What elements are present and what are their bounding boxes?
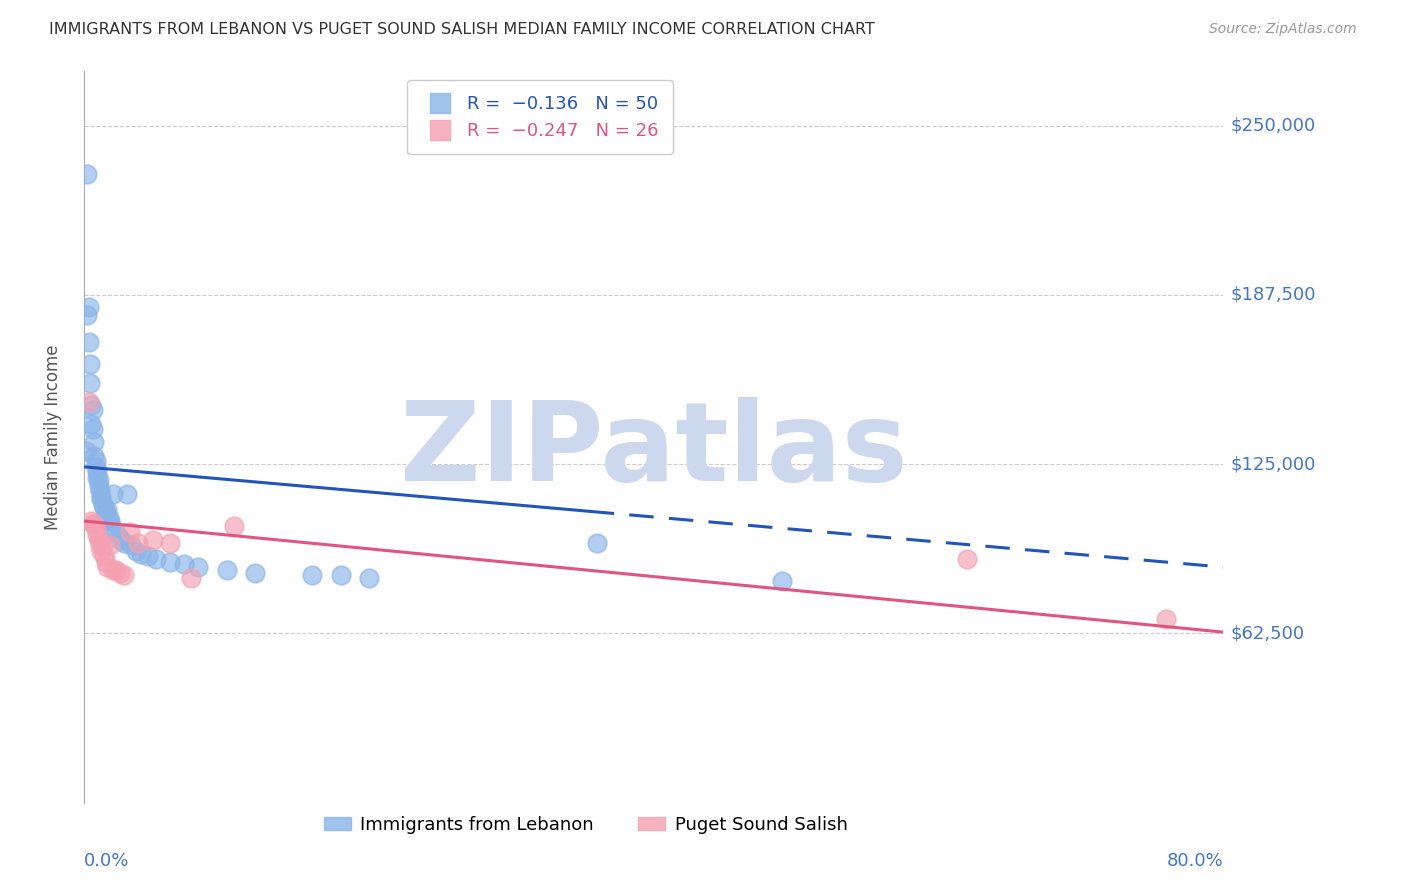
Point bbox=[86, 527, 108, 541]
Point bbox=[87, 474, 110, 488]
Point bbox=[77, 335, 100, 350]
Point bbox=[90, 490, 112, 504]
Text: 80.0%: 80.0% bbox=[1167, 852, 1223, 870]
Point bbox=[145, 552, 167, 566]
Point bbox=[79, 357, 101, 371]
Point bbox=[131, 547, 153, 561]
Point bbox=[108, 566, 131, 580]
Point bbox=[87, 533, 110, 547]
Point bbox=[115, 487, 138, 501]
Point bbox=[159, 555, 181, 569]
Point bbox=[159, 535, 181, 549]
Point bbox=[222, 519, 245, 533]
Point bbox=[112, 535, 135, 549]
Point bbox=[80, 398, 103, 412]
Point bbox=[76, 167, 98, 181]
Point bbox=[586, 535, 609, 549]
Point bbox=[118, 524, 141, 539]
Text: $62,500: $62,500 bbox=[1230, 624, 1305, 642]
Point bbox=[215, 563, 238, 577]
Point bbox=[93, 500, 115, 515]
Point bbox=[80, 514, 103, 528]
Point bbox=[96, 560, 118, 574]
Point bbox=[180, 571, 202, 585]
Point bbox=[79, 376, 101, 390]
Point bbox=[91, 498, 114, 512]
Point bbox=[83, 516, 105, 531]
Point bbox=[104, 563, 127, 577]
Point bbox=[82, 403, 104, 417]
Point bbox=[124, 544, 146, 558]
Text: 0.0%: 0.0% bbox=[84, 852, 129, 870]
Point bbox=[120, 538, 142, 552]
Point bbox=[84, 459, 107, 474]
Point bbox=[138, 549, 160, 564]
Point bbox=[770, 574, 793, 588]
Text: Median Family Income: Median Family Income bbox=[44, 344, 62, 530]
Text: $125,000: $125,000 bbox=[1230, 455, 1316, 473]
Point bbox=[84, 522, 107, 536]
Point bbox=[97, 511, 120, 525]
Text: $187,500: $187,500 bbox=[1230, 285, 1316, 304]
Point bbox=[956, 552, 979, 566]
Legend: Immigrants from Lebanon, Puget Sound Salish: Immigrants from Lebanon, Puget Sound Sal… bbox=[316, 809, 855, 841]
Point bbox=[90, 544, 112, 558]
Point bbox=[329, 568, 352, 582]
Point bbox=[83, 449, 105, 463]
Point bbox=[77, 300, 100, 314]
Point bbox=[94, 555, 117, 569]
Point bbox=[98, 538, 121, 552]
Point bbox=[75, 443, 97, 458]
Point bbox=[93, 549, 115, 564]
Point bbox=[127, 535, 149, 549]
Point bbox=[301, 568, 323, 582]
Point bbox=[77, 395, 100, 409]
Point bbox=[76, 308, 98, 322]
Point bbox=[101, 487, 124, 501]
Point bbox=[98, 514, 121, 528]
Point bbox=[87, 479, 110, 493]
Point bbox=[1156, 611, 1178, 625]
Point bbox=[94, 506, 117, 520]
Point bbox=[104, 524, 127, 539]
Point bbox=[107, 530, 129, 544]
Point bbox=[84, 454, 107, 468]
Text: Source: ZipAtlas.com: Source: ZipAtlas.com bbox=[1209, 22, 1357, 37]
Point bbox=[83, 435, 105, 450]
Point bbox=[89, 484, 111, 499]
Point bbox=[90, 492, 112, 507]
Text: $250,000: $250,000 bbox=[1230, 117, 1316, 135]
Point bbox=[80, 417, 103, 431]
Point bbox=[112, 568, 135, 582]
Point bbox=[82, 516, 104, 531]
Point bbox=[91, 538, 114, 552]
Text: ZIPatlas: ZIPatlas bbox=[399, 397, 908, 504]
Point bbox=[245, 566, 267, 580]
Point bbox=[187, 560, 209, 574]
Point bbox=[142, 533, 165, 547]
Point bbox=[86, 471, 108, 485]
Point bbox=[359, 571, 381, 585]
Point bbox=[173, 558, 195, 572]
Point bbox=[86, 465, 108, 479]
Point bbox=[96, 503, 118, 517]
Point bbox=[100, 519, 122, 533]
Point bbox=[89, 538, 111, 552]
Point bbox=[101, 563, 124, 577]
Point bbox=[82, 422, 104, 436]
Point bbox=[110, 533, 132, 547]
Text: IMMIGRANTS FROM LEBANON VS PUGET SOUND SALISH MEDIAN FAMILY INCOME CORRELATION C: IMMIGRANTS FROM LEBANON VS PUGET SOUND S… bbox=[49, 22, 875, 37]
